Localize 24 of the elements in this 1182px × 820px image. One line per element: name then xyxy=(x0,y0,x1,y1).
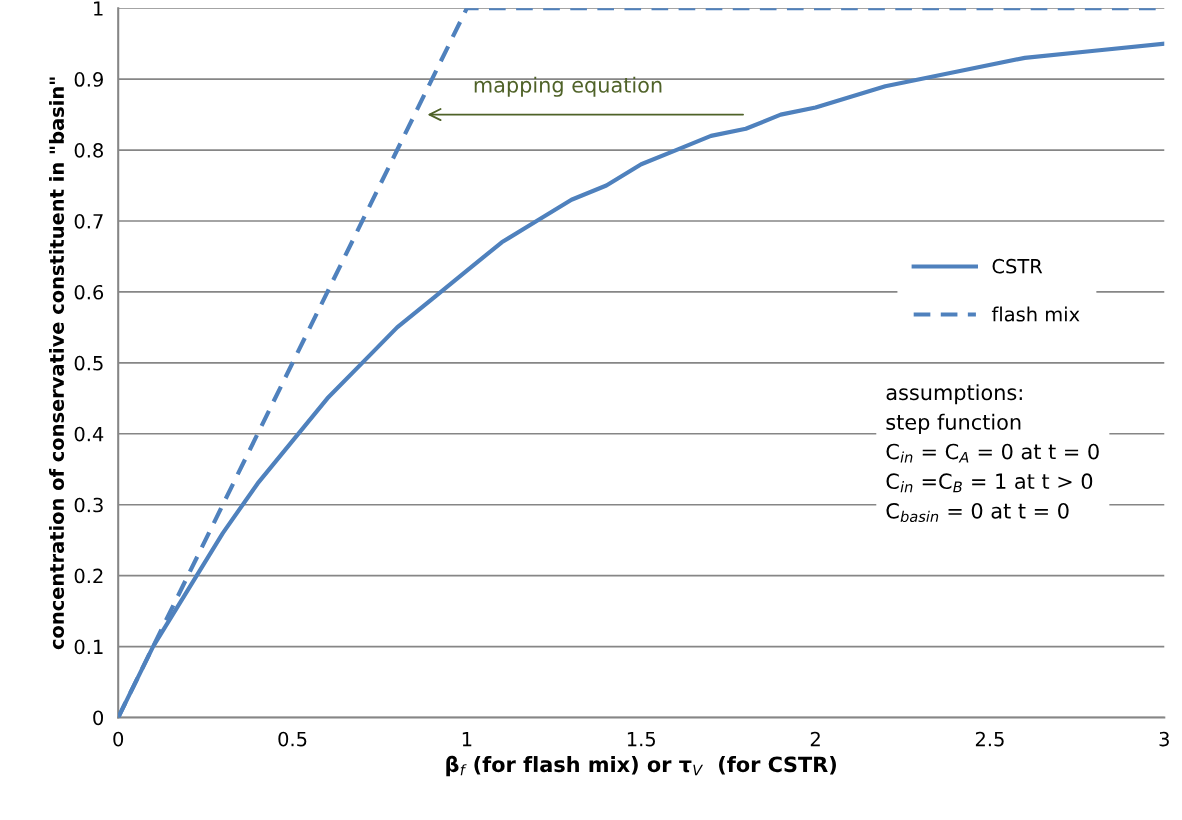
x-tick-label: 0 xyxy=(113,731,124,747)
annotation: mapping equation xyxy=(474,76,662,97)
legend-label: CSTR xyxy=(992,258,1043,274)
y-tick-label: 1 xyxy=(94,1,103,16)
y-tick-label: 0.1 xyxy=(74,639,103,655)
y-tick-label: 0.3 xyxy=(74,497,103,513)
y-tick-label: 0.6 xyxy=(74,284,104,300)
legend-label: flash mix xyxy=(991,306,1080,322)
y-tick-label: 0.2 xyxy=(74,568,103,584)
y-axis-title: concentration of conservative constituent in "basin" xyxy=(49,77,65,650)
y-tick-label: 0.8 xyxy=(74,143,103,158)
x-tick-label: 1 xyxy=(462,731,472,747)
x-axis-title: β$_{f}$ (for flash mix) or τ$_{V}$ (for CSTR) xyxy=(446,755,836,777)
text: assumptions: step function C$_{in}$ = C$_{A}$ = 0 at t = 0 C$_{in}$ =C$_{B}$ = 1 at t > 0 C$_{basin}$ = 0 at t = 0 xyxy=(886,384,1099,523)
y-tick-label: 0.4 xyxy=(74,426,104,442)
x-tick-label: 3 xyxy=(1159,731,1169,747)
y-tick-label: 0.9 xyxy=(74,72,103,87)
x-tick-label: 2 xyxy=(810,731,820,747)
x-tick-label: 1.5 xyxy=(627,731,655,747)
y-tick-label: 0.5 xyxy=(74,355,103,371)
x-tick-label: 0.5 xyxy=(278,731,307,747)
y-tick-label: 0 xyxy=(93,710,104,726)
y-tick-label: 0.7 xyxy=(74,213,103,229)
x-tick-label: 2.5 xyxy=(975,731,1004,747)
